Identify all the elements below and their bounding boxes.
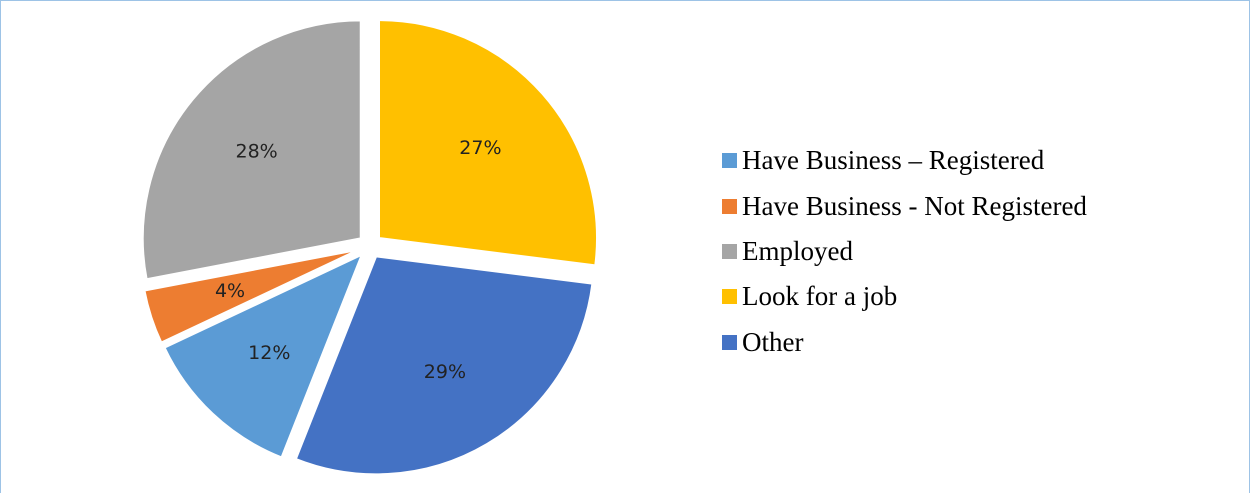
legend-item-look-for-a-job: Look for a job [722, 274, 1087, 319]
pie-slice-have-business-not-registered [143, 248, 360, 344]
slice-value-label: 29% [424, 361, 466, 383]
legend-item-have-business-not-registered: Have Business - Not Registered [722, 183, 1087, 228]
legend-item-other: Other [722, 320, 1087, 365]
legend-label: Have Business - Not Registered [742, 190, 1087, 221]
slice-value-label: 12% [248, 342, 290, 364]
legend-label: Look for a job [742, 281, 898, 312]
chart-legend: Have Business – Registered Have Business… [722, 138, 1087, 365]
legend-item-have-business-registered: Have Business – Registered [722, 138, 1087, 183]
legend-label: Employed [742, 235, 853, 266]
legend-swatch [722, 153, 737, 169]
legend-label: Other [742, 326, 804, 357]
slice-value-label: 27% [459, 137, 501, 159]
slice-value-label: 28% [235, 141, 277, 163]
legend-item-employed: Employed [722, 229, 1087, 274]
pie-slice-look-for-a-job [378, 19, 598, 267]
pie-slice-have-business-registered [163, 252, 364, 459]
slice-value-label: 4% [215, 280, 245, 302]
pie-slice-other [294, 255, 594, 476]
legend-swatch [722, 243, 737, 259]
legend-swatch [722, 334, 737, 350]
legend-swatch [722, 198, 737, 214]
pie-slice-employed [141, 19, 362, 281]
legend-label: Have Business – Registered [742, 145, 1045, 176]
legend-swatch [722, 289, 737, 305]
